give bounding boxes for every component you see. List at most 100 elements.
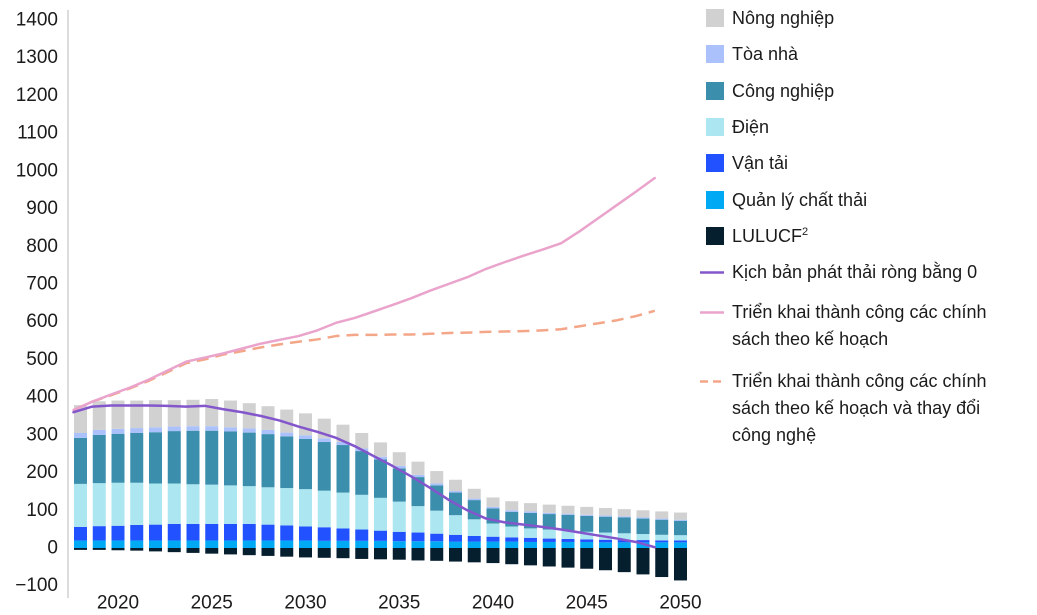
bar-segment [280,488,294,526]
bar-segment [299,489,312,527]
bar-segment [186,430,200,485]
bar-segment [467,535,481,542]
bar-segment [374,456,387,460]
bar-segment [242,428,256,433]
legend-item: Quản lý chất thải [700,187,1014,214]
bar-segment [92,401,106,430]
bar-segment [186,484,200,524]
y-tick-label: 1000 [16,160,58,181]
bar-segment [542,548,556,567]
bar-segment [486,536,500,542]
bar-segment [205,548,219,554]
bar-segment [149,540,162,548]
bar-segment [617,533,631,541]
x-tick-label: 2025 [191,593,233,614]
bar-segment [224,540,237,548]
bar-segment [149,432,162,484]
bar-segment [542,541,556,548]
bar-segment [280,436,294,489]
stacked-bars [74,399,687,581]
bar-segment [674,519,687,521]
x-tick-label: 2050 [659,593,701,614]
bar-segment [280,548,294,557]
bar-segment [74,548,87,550]
bar-segment [542,529,556,539]
bar-segment [336,442,350,446]
bar-segment [505,501,519,511]
bar-segment [505,510,519,512]
bar-segment [617,540,631,543]
bar-segment [355,540,369,548]
legend-item: Công nghiệp [700,78,1014,105]
bar-segment [242,486,256,524]
legend-item: Kịch bản phát thải ròng bằng 0 [700,259,1014,286]
x-tick-label: 2020 [97,593,139,614]
bar-segment [92,483,106,527]
x-tick-label: 2030 [284,593,326,614]
legend-line-swatch [700,270,724,274]
legend-item: Tòa nhà [700,41,1014,68]
bar-segment [580,539,594,542]
bar-segment [130,482,144,525]
legend-line-swatch [700,310,724,314]
bar-segment [317,527,331,541]
bar-segment [317,442,331,491]
legend-label: Công nghiệp [732,80,835,101]
bar-segment [467,488,481,499]
bar-segment [261,540,275,548]
bar-segment [486,541,500,548]
bar-segment [280,432,294,437]
legend-label: Kịch bản phát thải ròng bằng 0 [732,261,978,282]
bar-segment [92,548,106,550]
bar-segment [411,506,425,533]
bar-segment [430,483,444,486]
bar-segment [149,524,162,541]
legend-swatch [706,154,724,172]
bar-segment [524,537,537,542]
bar-segment [149,483,162,525]
bar-segment [224,400,237,428]
bar-segment [317,548,331,558]
bar-segment [261,434,275,488]
bar-segment [486,548,500,564]
bar-segment [336,540,350,548]
bar-segment [580,515,594,532]
y-tick-label: 400 [26,387,58,408]
bar-segment [467,519,481,536]
bar-segment [486,497,500,507]
bar-segment [674,520,687,536]
legend-item: Triển khai thành công các chính sách the… [700,299,1014,353]
bar-segment [411,541,425,548]
bar-segment [392,501,406,532]
bar-segment [636,548,650,575]
legend-label: LULUCF2 [732,223,1014,250]
bar-segment [674,542,687,548]
x-tick-label: 2040 [472,593,514,614]
bar-segment [111,540,125,548]
bar-segment [524,528,537,538]
bar-segment [261,524,275,541]
bar-segment [186,399,200,427]
bar-segment [130,432,144,483]
bar-segment [392,468,406,502]
bar-segment [561,548,575,568]
y-tick-label: −100 [15,575,58,596]
bar-segment [74,526,87,541]
legend-item: Nông nghiệp [700,5,1014,32]
bar-segment [261,429,275,435]
bar-segment [299,526,312,541]
bar-segment [355,548,369,559]
bar-segment [580,514,594,516]
bar-segment [299,540,312,548]
bar-segment [524,503,537,512]
bar-segment [167,540,181,548]
bar-segment [186,548,200,553]
bar-segment [580,548,594,569]
bar-segment [467,548,481,563]
bar-segment [355,451,369,495]
bar-segment [355,494,369,530]
bar-segment [674,512,687,520]
bar-segment [167,523,181,541]
bar-segment [655,518,669,520]
